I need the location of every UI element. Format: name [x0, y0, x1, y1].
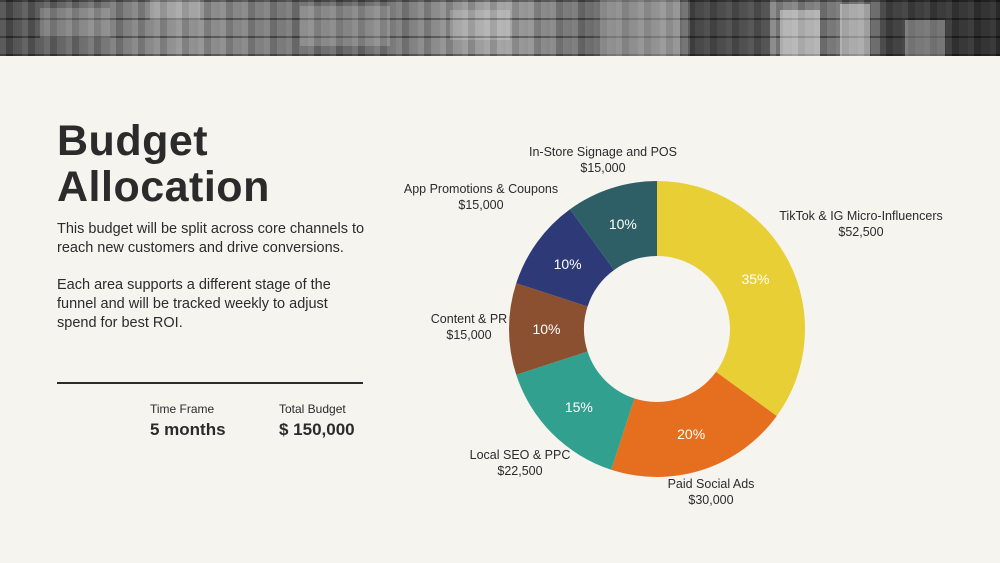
slice-percent-label: 10%	[532, 321, 560, 337]
donut-slice	[516, 209, 615, 307]
slice-amount-label: $30,000	[688, 493, 733, 507]
divider	[57, 382, 363, 384]
description-paragraph-1: This budget will be split across core ch…	[57, 221, 365, 256]
donut-slice	[657, 181, 805, 416]
slice-percent-label: 10%	[554, 256, 582, 272]
slice-amount-label: $15,000	[580, 161, 625, 175]
time-frame-value: 5 months	[150, 420, 226, 439]
slice-category-label: Content & PR	[431, 312, 507, 326]
slice-category-label: Local SEO & PPC	[470, 448, 571, 462]
slice-category-label: App Promotions & Coupons	[404, 182, 558, 196]
page-title: Budget Allocation	[57, 118, 270, 210]
title-line-1: Budget	[57, 117, 209, 165]
slice-category-label: TikTok & IG Micro-Influencers	[779, 209, 942, 223]
slice-amount-label: $15,000	[446, 328, 491, 342]
slice-category-label: In-Store Signage and POS	[529, 145, 677, 159]
total-budget-label: Total Budget	[279, 402, 346, 416]
description-paragraph-2: Each area supports a different stage of …	[57, 277, 331, 331]
donut-slice	[509, 283, 588, 375]
total-budget-value: $ 150,000	[279, 420, 355, 439]
title-line-2: Allocation	[57, 163, 270, 211]
slice-amount-label: $22,500	[497, 464, 542, 478]
donut-slice	[611, 371, 777, 478]
donut-slice	[516, 351, 635, 470]
slice-percent-label: 20%	[677, 426, 705, 442]
header-photo-banner	[0, 0, 1000, 56]
donut-slice	[570, 181, 657, 270]
time-frame-label: Time Frame	[150, 402, 215, 416]
slice-percent-label: 15%	[565, 399, 593, 415]
slice-amount-label: $52,500	[838, 225, 883, 239]
slice-percent-label: 35%	[741, 271, 769, 287]
slice-percent-label: 10%	[609, 216, 637, 232]
slice-amount-label: $15,000	[458, 198, 503, 212]
slice-category-label: Paid Social Ads	[668, 477, 755, 491]
